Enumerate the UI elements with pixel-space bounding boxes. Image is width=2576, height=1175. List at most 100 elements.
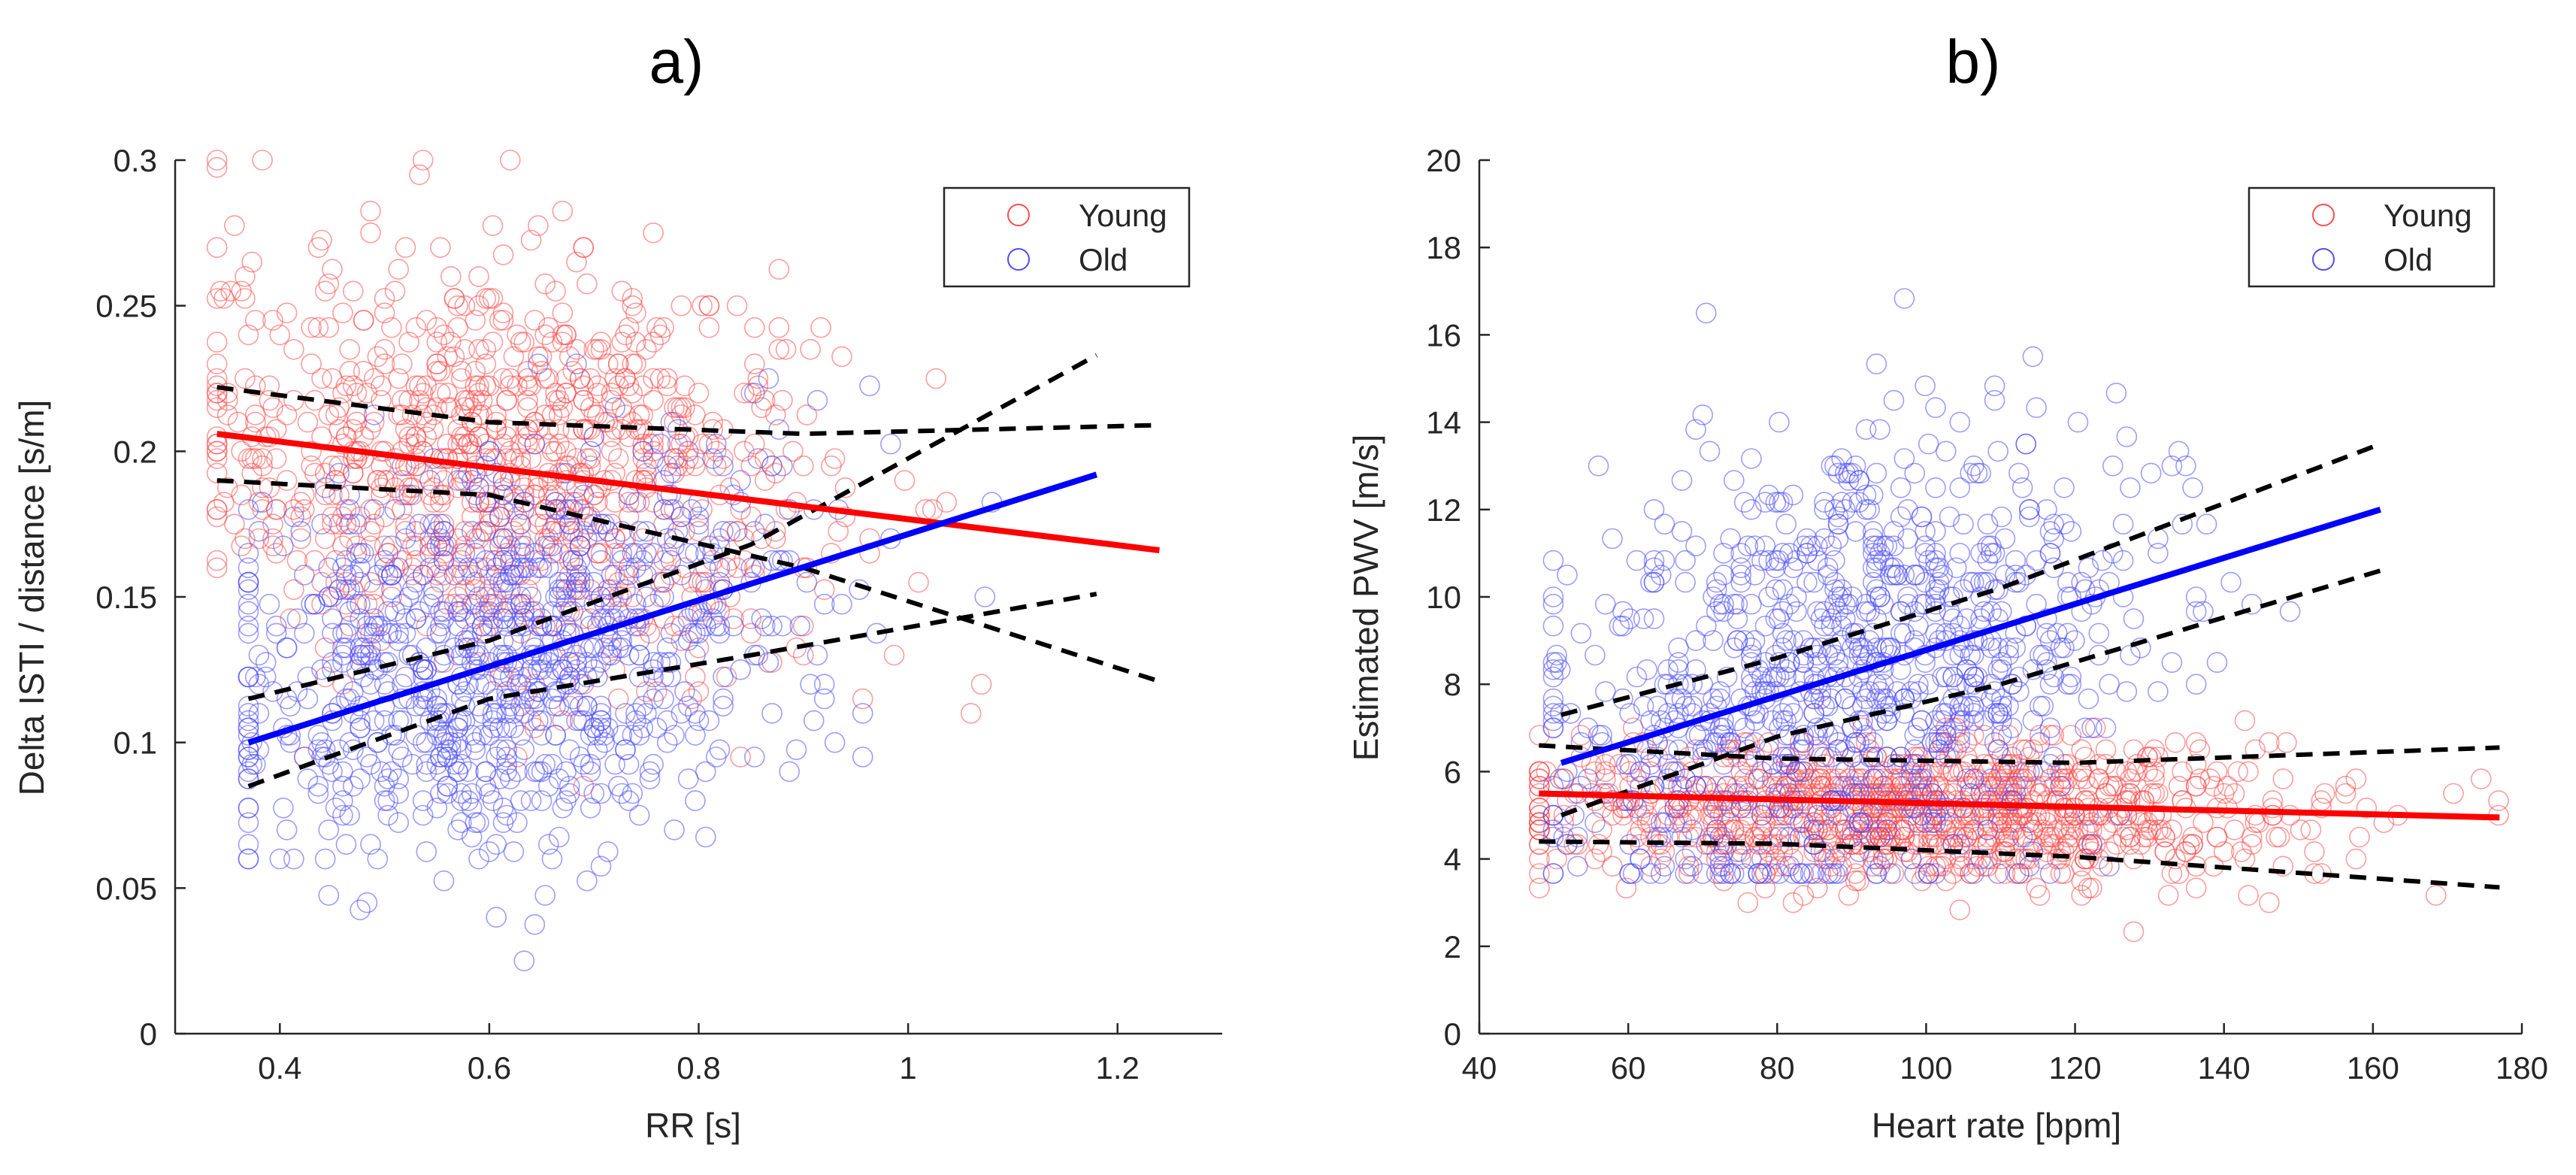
panel-a-young-point	[433, 565, 455, 586]
panel-b-old-point	[2120, 477, 2141, 498]
panel-a-old-point	[510, 695, 531, 717]
panel-b-young-point	[1754, 877, 1776, 899]
panel-a-old-point	[342, 565, 364, 586]
panel-b-old-point	[1650, 812, 1672, 833]
panel-b-young-point	[2126, 753, 2148, 775]
panel-a-old-point	[248, 644, 270, 666]
panel-b-old-point	[1709, 593, 1731, 615]
panel-a-young-point	[206, 397, 228, 419]
panel-a-young-point	[534, 513, 556, 535]
panel-b-old-point	[1748, 659, 1769, 680]
panel-b-young-point	[1703, 783, 1724, 804]
panel-a-young-point	[510, 455, 531, 477]
panel-a-young-point	[496, 419, 517, 441]
panel-b-young-point	[1866, 812, 1887, 833]
panel-a-old-point	[646, 717, 667, 739]
panel-b-old-point	[1866, 768, 1887, 789]
panel-b-old-point	[1619, 834, 1640, 855]
panel-a-young-point	[834, 477, 856, 498]
panel-a-old-point	[541, 615, 563, 637]
panel-b-young-point	[2081, 877, 2102, 899]
panel-b-old-point	[1956, 659, 1978, 680]
panel-b-old-point	[1945, 557, 1967, 579]
panel-b-old-point	[1915, 521, 1936, 542]
panel-b-young-point	[1908, 834, 1929, 855]
panel-a-young-point	[580, 448, 601, 469]
panel-a-young-point	[283, 389, 304, 411]
panel-a-old-point	[618, 790, 640, 811]
panel-b-old-point	[1925, 557, 1946, 579]
panel-a-old-point	[381, 622, 402, 644]
panel-a-young-point	[601, 383, 622, 404]
panel-b-old-point	[1942, 834, 1963, 855]
panel-b-old-point	[2185, 674, 2207, 695]
panel-a-old-point	[391, 593, 413, 615]
panel-b-old-point	[1900, 848, 1922, 870]
panel-b-old-point	[1696, 302, 1717, 324]
panel-a-old-point	[374, 710, 395, 731]
panel-b-young-point	[1880, 768, 1901, 789]
panel-b-old-point	[1866, 674, 1887, 695]
panel-b-young-point	[1994, 776, 2016, 797]
panel-b-old-point	[1904, 462, 1925, 484]
panel-a-old-point	[681, 498, 703, 520]
panel-a-old-point	[541, 753, 563, 775]
panel-a-young-point	[426, 316, 448, 338]
panel-b-young-point	[1782, 804, 1804, 826]
panel-b-old-point	[1647, 826, 1668, 848]
panel-b-old-point	[1741, 593, 1762, 615]
panel-b-young-point	[1647, 746, 1668, 768]
panel-a-old-point	[531, 557, 552, 579]
panel-b-old-point	[1727, 783, 1748, 804]
panel-b-old-point	[2116, 681, 2138, 702]
panel-a-young-point	[754, 470, 776, 491]
panel-b-old-point	[1696, 615, 1717, 637]
panel-a-old-point	[450, 601, 472, 622]
panel-a-old-point	[705, 615, 727, 637]
panel-a-young-point	[552, 397, 574, 419]
panel-a-old-point	[545, 695, 566, 717]
panel-a-young-point	[283, 579, 304, 601]
panel-a-old-point	[656, 652, 678, 673]
panel-a-old-point	[468, 695, 489, 717]
panel-b-old-point	[1772, 579, 1794, 601]
panel-b-young-point	[1942, 863, 1963, 884]
panel-a-young-point	[960, 703, 982, 724]
panel-b-old-point	[1786, 550, 1807, 571]
panel-a-old-point	[541, 601, 563, 622]
panel-a-young-point	[625, 332, 646, 353]
panel-a-young-point	[206, 375, 228, 397]
panel-a-old-point	[419, 470, 440, 491]
panel-a-old-point	[513, 498, 535, 520]
panel-a-old-point	[580, 753, 601, 775]
panel-b-old-point	[1668, 739, 1689, 761]
panel-b-young-point	[1835, 804, 1856, 826]
panel-b-old-point	[1769, 863, 1790, 884]
panel-b-young-point	[2272, 768, 2294, 789]
panel-b-old-point	[1765, 579, 1787, 601]
panel-b-old-point	[1626, 550, 1648, 571]
panel-a-old-point	[339, 498, 361, 520]
panel-a-young-point	[322, 455, 343, 477]
panel-a-young-point	[363, 579, 385, 601]
panel-b-young-point	[1872, 768, 1894, 789]
panel-b-legend-old-label: Old	[2384, 242, 2432, 277]
panel-b-old-point	[1612, 615, 1633, 637]
panel-b-young-point	[1893, 819, 1915, 840]
panel-b-old-point	[1549, 768, 1571, 789]
panel-a-old-point	[611, 550, 633, 571]
panel-a-old-point	[566, 652, 587, 673]
panel-b-old-point	[1803, 703, 1824, 724]
panel-a-legend-young-marker	[1007, 204, 1030, 226]
panel-b-young-point	[1956, 731, 1978, 753]
panel-b-young-point	[2206, 761, 2228, 783]
panel-b-old-point	[1890, 506, 1912, 528]
panel-a-old-point	[531, 710, 552, 731]
panel-a-young-point	[328, 419, 350, 441]
panel-a-young-point	[562, 419, 584, 441]
panel-a-young-point	[528, 513, 549, 535]
panel-a-young-point	[238, 324, 259, 346]
panel-b-young-point	[2039, 725, 2061, 746]
panel-b-old-point	[1821, 615, 1842, 637]
panel-b-old-point	[2172, 513, 2193, 535]
